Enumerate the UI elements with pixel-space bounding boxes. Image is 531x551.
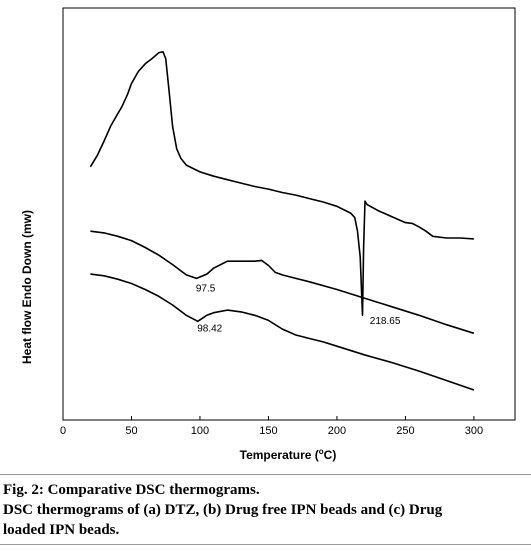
plot-frame (62, 7, 516, 421)
thermogram-line-2 (90, 230, 475, 335)
x-tick-label: 300 (465, 425, 483, 437)
caption-bottom-rule (0, 544, 531, 545)
x-tick-label: 50 (125, 425, 137, 437)
x-tick-label: 0 (60, 425, 66, 437)
x-axis-ticks: 0 50 100 150 200 250 300 (60, 416, 483, 437)
x-axis-title: Temperature (oC) (240, 447, 337, 462)
thermogram-curves (89, 50, 475, 391)
x-tick-label: 250 (396, 425, 414, 437)
dsc-chart: 0 50 100 150 200 250 300 218.65 97.5 98.42 Tempe… (20, 7, 516, 462)
peak-annotations: 218.65 97.5 98.42 (196, 283, 401, 334)
x-axis-title-unit: C) (324, 448, 337, 462)
x-tick-label: 200 (328, 425, 346, 437)
peak-label: 98.42 (197, 324, 222, 335)
x-axis-title-superscript: o (319, 447, 324, 456)
figure-caption: Fig. 2: Comparative DSC thermograms. DSC… (3, 480, 529, 540)
x-axis-title-main: Temperature ( (240, 448, 319, 462)
peak-label: 97.5 (196, 283, 216, 294)
x-tick-label: 100 (191, 425, 209, 437)
y-axis-title: Heat flow Endo Down (mw) (20, 210, 34, 364)
peak-label: 218.65 (370, 316, 401, 327)
thermogram-line-3 (90, 273, 475, 391)
thermogram-line-1 (89, 50, 474, 317)
caption-line-1: Fig. 2: Comparative DSC thermograms. (3, 482, 260, 498)
caption-top-rule (0, 474, 531, 475)
caption-line-3: loaded IPN beads. (3, 522, 120, 538)
x-tick-label: 150 (259, 425, 277, 437)
caption-line-2: DSC thermograms of (a) DTZ, (b) Drug fre… (3, 502, 443, 518)
